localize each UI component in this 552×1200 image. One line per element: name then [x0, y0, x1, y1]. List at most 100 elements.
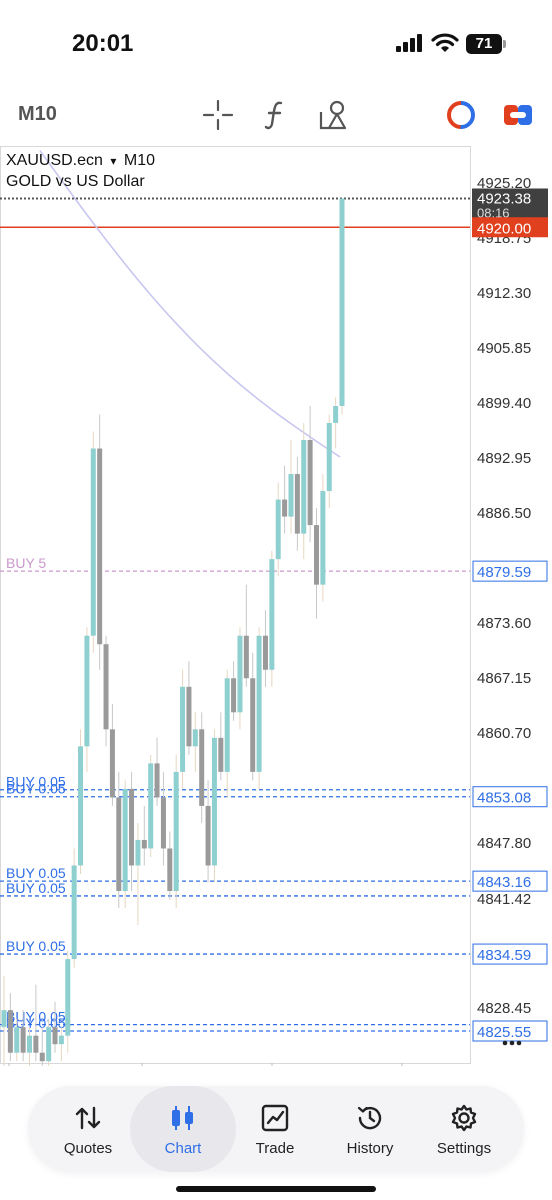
candle-body [339, 198, 345, 406]
order-price-label: 4834.59 [477, 947, 531, 964]
crosshair-icon[interactable] [201, 98, 235, 132]
nav-history-label: History [346, 1140, 394, 1157]
status-bar: 20:01 71 [0, 0, 552, 90]
candle-body [71, 865, 77, 960]
candle-body [199, 729, 205, 806]
y-axis-tick-label: 4912.30 [477, 285, 531, 302]
y-axis-tick-label: 4847.80 [477, 835, 531, 852]
order-label[interactable]: BUY 0.05 [6, 938, 66, 954]
bottom-navigation: Quotes Chart Trade History [28, 1086, 524, 1172]
symbol-name: XAUUSD.ecn [6, 152, 103, 169]
candle-body [192, 729, 198, 747]
candle-body [218, 737, 224, 772]
candle-body [256, 635, 262, 772]
candle-body [262, 635, 268, 670]
order-price-label: 4853.08 [477, 790, 531, 807]
nav-trade-label: Trade [255, 1140, 295, 1157]
y-axis-tick-label: 4873.60 [477, 615, 531, 632]
order-price-box [472, 870, 548, 892]
gear-icon [451, 1104, 477, 1132]
symbol-header[interactable]: XAUUSD.ecn ▾ M10 [6, 152, 155, 170]
battery-tip [503, 40, 506, 48]
order-price-box [472, 786, 548, 808]
candle-body [275, 499, 281, 560]
battery-indicator: 71 [466, 34, 502, 54]
candle-body [46, 1027, 52, 1062]
candle-body [1, 1010, 7, 1028]
candlestick-icon [172, 1106, 193, 1130]
ask-price-label: 4920.00 [477, 220, 531, 237]
candle-body [90, 448, 96, 636]
candle-body [326, 422, 332, 492]
moving-average-line [39, 150, 341, 458]
y-axis-tick-label: 4867.15 [477, 670, 531, 687]
candle-body [103, 644, 109, 730]
candle-body [250, 678, 256, 772]
candle-body [154, 763, 160, 798]
candle-body [78, 746, 84, 866]
order-label[interactable]: BUY 5 [6, 555, 46, 571]
ask-price-box [472, 217, 548, 238]
bar-countdown: 08:16 [477, 205, 510, 220]
account-icon[interactable] [444, 98, 478, 132]
indicators-icon[interactable] [259, 98, 293, 132]
y-axis-tick-label: 4886.50 [477, 505, 531, 522]
more-dot[interactable] [516, 1040, 522, 1046]
cellular-signal-icon [396, 34, 422, 52]
candle-body [14, 1027, 20, 1053]
symbol-timeframe: M10 [123, 152, 155, 169]
one-click-trading-icon[interactable] [501, 98, 535, 132]
symbol-dropdown-icon[interactable]: ▾ [110, 154, 117, 168]
candle-body [167, 848, 173, 892]
line-chart-icon [261, 1104, 289, 1132]
wifi-icon [431, 33, 459, 52]
order-price-label: 4843.16 [477, 874, 531, 891]
y-axis-tick-label: 4905.85 [477, 340, 531, 357]
candle-body [97, 448, 103, 645]
objects-icon[interactable] [317, 98, 351, 132]
timeframe-button[interactable]: M10 [18, 103, 57, 125]
candle-body [180, 686, 186, 772]
nav-chart[interactable]: Chart [130, 1086, 236, 1172]
y-axis-tick-label: 4860.70 [477, 725, 531, 742]
candle-body [122, 788, 128, 892]
more-dot[interactable] [509, 1040, 515, 1046]
y-axis-tick-label: 4899.40 [477, 395, 531, 412]
order-price-box [472, 560, 548, 582]
nav-settings-label: Settings [436, 1140, 492, 1157]
candle-body [205, 805, 211, 866]
candle-body [243, 635, 249, 679]
candle-body [58, 1035, 64, 1045]
plot-frame [0, 146, 471, 1064]
order-label[interactable]: BUY 0.05 [6, 774, 66, 790]
bid-price-box [472, 188, 548, 219]
order-label[interactable]: BUY 0.05 [6, 781, 66, 797]
bid-price-label: 4923.38 [477, 190, 531, 207]
order-label[interactable]: BUY 0.05 [6, 865, 66, 881]
nav-trade[interactable]: Trade [225, 1086, 325, 1172]
candle-body [148, 763, 154, 849]
y-axis-tick-label: 4892.95 [477, 450, 531, 467]
order-label[interactable]: BUY 0.05 [6, 880, 66, 896]
candle-body [231, 678, 237, 713]
more-dot[interactable] [502, 1040, 508, 1046]
nav-settings[interactable]: Settings [414, 1086, 514, 1172]
candle-body [27, 1035, 33, 1053]
nav-history[interactable]: History [320, 1086, 420, 1172]
candle-body [160, 797, 166, 849]
candle-body [109, 729, 115, 798]
candle-body [269, 559, 275, 670]
symbol-description: GOLD vs US Dollar [6, 173, 145, 190]
order-price-box [472, 1020, 548, 1042]
candle-body [129, 788, 135, 866]
order-price-box [472, 943, 548, 965]
candle-body [116, 797, 122, 892]
candle-body [65, 959, 71, 1036]
candle-body [20, 1027, 26, 1053]
y-axis-tick-label: 4925.20 [477, 175, 531, 192]
nav-quotes[interactable]: Quotes [38, 1086, 138, 1172]
candle-body [135, 839, 141, 866]
candle-body [224, 678, 230, 772]
candle-body [39, 1052, 45, 1062]
